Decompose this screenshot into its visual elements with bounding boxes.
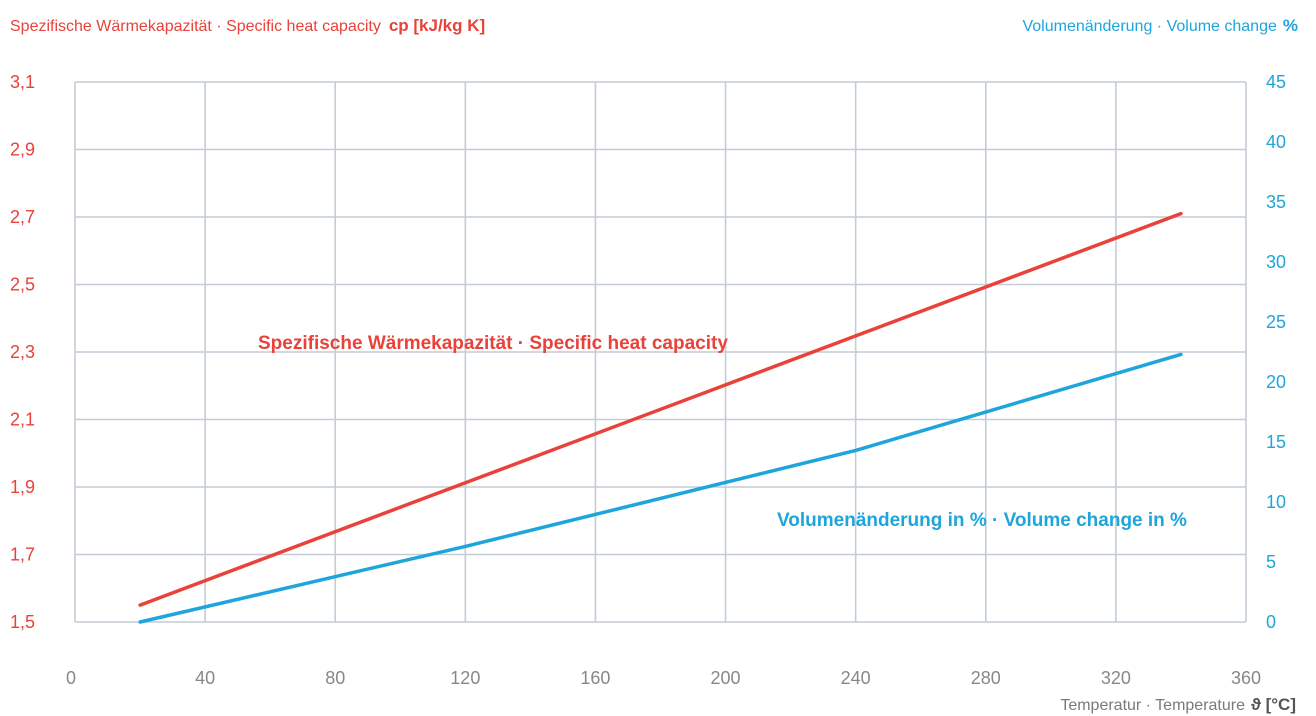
y-right-tick-label: 45: [1266, 72, 1286, 92]
right-axis-title: Volumenänderung · Volume change%: [1022, 16, 1298, 35]
y-left-tick-label: 3,1: [10, 72, 35, 92]
y-right-tick-label: 10: [1266, 492, 1286, 512]
y-left-tick-label: 1,9: [10, 477, 35, 497]
x-tick-label: 0: [66, 668, 76, 688]
y-right-tick-label: 20: [1266, 372, 1286, 392]
series-label-volume-change: Volumenänderung in % · Volume change in …: [777, 510, 1187, 531]
x-tick-label: 200: [711, 668, 741, 688]
series-line-volume-change: [138, 352, 1183, 624]
y-left-tick-label: 2,3: [10, 342, 35, 362]
y-right-tick-label: 35: [1266, 192, 1286, 212]
y-left-tick-label: 2,1: [10, 410, 35, 430]
x-tick-label: 320: [1101, 668, 1131, 688]
x-tick-label: 360: [1231, 668, 1261, 688]
series-label-heat-capacity: Spezifische Wärmekapazität · Specific he…: [258, 333, 728, 354]
x-tick-label: 280: [971, 668, 1001, 688]
x-tick-label: 240: [841, 668, 871, 688]
y-left-tick-label: 1,5: [10, 612, 35, 632]
y-left-tick-label: 2,5: [10, 275, 35, 295]
y-right-tick-label: 30: [1266, 252, 1286, 272]
y-left-tick-label: 1,7: [10, 545, 35, 565]
y-right-tick-label: 15: [1266, 432, 1286, 452]
y-left-tick-label: 2,7: [10, 207, 35, 227]
y-right-tick-label: 25: [1266, 312, 1286, 332]
x-tick-label: 80: [325, 668, 345, 688]
x-axis-title: Temperatur · Temperature ϑ [°C]: [1060, 695, 1296, 714]
left-axis-title: Spezifische Wärmekapazität · Specific he…: [10, 16, 485, 35]
series-line-heat-capacity: [138, 211, 1183, 607]
x-tick-label: 40: [195, 668, 215, 688]
y-right-tick-label: 5: [1266, 552, 1276, 572]
y-left-tick-label: 2,9: [10, 140, 35, 160]
y-right-tick-label: 0: [1266, 612, 1276, 632]
x-tick-label: 120: [450, 668, 480, 688]
y-right-tick-label: 40: [1266, 132, 1286, 152]
x-tick-label: 160: [580, 668, 610, 688]
